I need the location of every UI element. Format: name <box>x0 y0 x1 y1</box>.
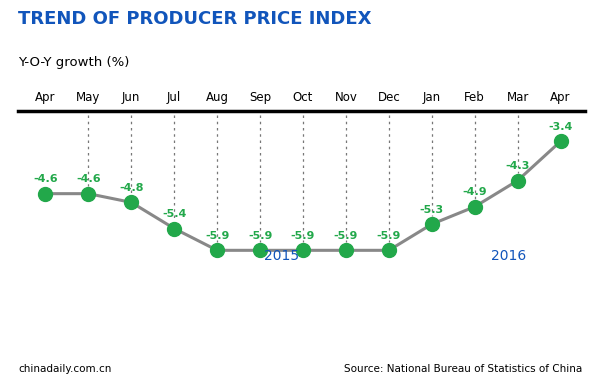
Text: Sep: Sep <box>249 91 271 104</box>
Text: -5.9: -5.9 <box>205 231 229 241</box>
Point <box>255 247 265 253</box>
Text: -4.6: -4.6 <box>76 174 101 184</box>
Point <box>83 190 93 197</box>
Text: -3.4: -3.4 <box>548 122 573 132</box>
Text: Apr: Apr <box>35 91 56 104</box>
Point <box>127 199 136 205</box>
Text: Jan: Jan <box>423 91 441 104</box>
Text: Y-O-Y growth (%): Y-O-Y growth (%) <box>18 56 130 69</box>
Point <box>169 225 179 232</box>
Text: chinadaily.com.cn: chinadaily.com.cn <box>18 364 112 374</box>
Text: -5.9: -5.9 <box>291 231 315 241</box>
Point <box>513 177 523 184</box>
Point <box>384 247 394 253</box>
Point <box>212 247 222 253</box>
Point <box>470 204 479 210</box>
Text: -5.9: -5.9 <box>334 231 358 241</box>
Text: 2015: 2015 <box>264 249 299 263</box>
Text: Source: National Bureau of Statistics of China: Source: National Bureau of Statistics of… <box>344 364 582 374</box>
Point <box>341 247 351 253</box>
Text: May: May <box>76 91 101 104</box>
Text: -4.6: -4.6 <box>33 174 58 184</box>
Text: -4.8: -4.8 <box>119 183 143 193</box>
Point <box>556 138 565 144</box>
Text: Apr: Apr <box>550 91 571 104</box>
Text: Jul: Jul <box>167 91 181 104</box>
Text: -5.9: -5.9 <box>377 231 401 241</box>
Text: -5.9: -5.9 <box>248 231 272 241</box>
Point <box>41 190 50 197</box>
Text: -4.3: -4.3 <box>505 161 530 171</box>
Text: -4.9: -4.9 <box>463 187 487 197</box>
Text: Aug: Aug <box>206 91 229 104</box>
Text: -5.4: -5.4 <box>162 209 187 219</box>
Text: Dec: Dec <box>377 91 400 104</box>
Text: TREND OF PRODUCER PRICE INDEX: TREND OF PRODUCER PRICE INDEX <box>18 10 371 28</box>
Text: Feb: Feb <box>464 91 485 104</box>
Text: Oct: Oct <box>293 91 313 104</box>
Text: -5.3: -5.3 <box>420 205 444 215</box>
Text: 2016: 2016 <box>491 249 527 263</box>
Text: Nov: Nov <box>334 91 358 104</box>
Text: Jun: Jun <box>122 91 140 104</box>
Text: Mar: Mar <box>506 91 529 104</box>
Point <box>298 247 308 253</box>
Point <box>427 221 437 227</box>
